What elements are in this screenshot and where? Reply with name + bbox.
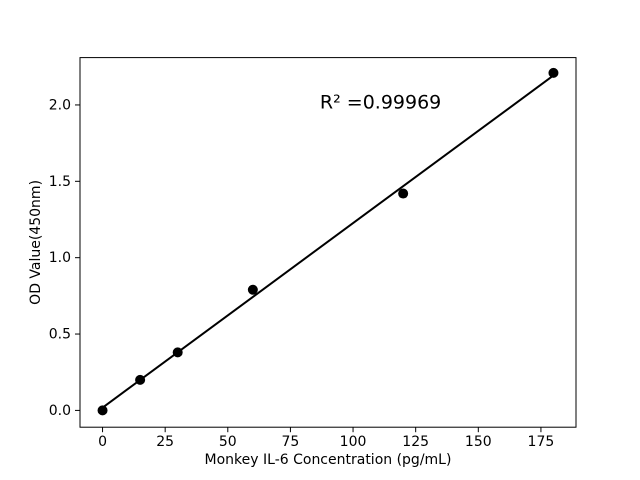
y-tick-label: 1.5 bbox=[49, 174, 71, 190]
y-tick-label: 0.5 bbox=[49, 327, 71, 343]
x-tick-label: 75 bbox=[282, 434, 300, 450]
data-points bbox=[97, 67, 559, 416]
data-point bbox=[398, 188, 409, 199]
x-tick-label: 175 bbox=[528, 434, 555, 450]
data-point bbox=[172, 347, 183, 358]
x-tick-label: 125 bbox=[402, 434, 429, 450]
y-tick-label: 1.0 bbox=[49, 250, 71, 266]
fit-line bbox=[101, 74, 555, 409]
y-axis-ticks bbox=[75, 104, 80, 411]
data-point bbox=[247, 284, 258, 295]
y-axis-tick-labels: 0.0 0.5 1.0 1.5 2.0 bbox=[49, 97, 71, 418]
y-axis-label: OD Value(450nm) bbox=[28, 180, 44, 305]
data-point bbox=[135, 374, 146, 385]
y-tick-label: 0.0 bbox=[49, 403, 71, 419]
x-tick-label: 150 bbox=[465, 434, 492, 450]
x-tick-label: 0 bbox=[98, 434, 107, 450]
r-squared-annotation: R² =0.99969 bbox=[320, 91, 441, 113]
x-tick-label: 25 bbox=[156, 434, 174, 450]
data-point bbox=[548, 67, 559, 78]
x-tick-label: 50 bbox=[219, 434, 237, 450]
x-axis-ticks bbox=[102, 427, 542, 433]
x-axis-tick-labels: 0 25 50 75 100 125 150 175 bbox=[98, 434, 554, 450]
y-tick-label: 2.0 bbox=[49, 97, 71, 113]
x-tick-label: 100 bbox=[340, 434, 367, 450]
plot-area bbox=[79, 57, 577, 428]
x-axis-label: Monkey IL-6 Concentration (pg/mL) bbox=[205, 452, 452, 468]
data-point bbox=[97, 405, 108, 416]
